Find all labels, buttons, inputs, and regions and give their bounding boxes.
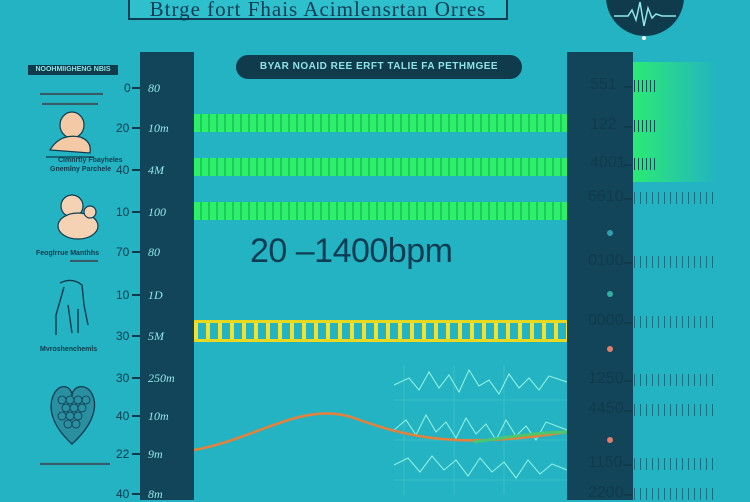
- left-label: Feoglrrue Manthhs: [36, 250, 100, 257]
- heartbeat-badge: [606, 0, 684, 36]
- left-axis-outer-label: 40: [116, 409, 130, 423]
- left-axis-inner-label: 10m: [148, 121, 169, 135]
- baby-icon: [46, 111, 94, 158]
- left-axis-inner-label: 1D: [148, 288, 163, 302]
- left-axis-outer-label: 22: [116, 447, 130, 461]
- right-value-label: 1250: [588, 370, 624, 387]
- right-value-tick: [624, 380, 632, 382]
- right-value-tick: [624, 126, 632, 128]
- left-axis-inner-label: 250m: [148, 371, 175, 385]
- left-minor-label: ▬▬▬▬▬▬▬▬: [42, 100, 98, 107]
- left-axis-outer-label: 20: [116, 121, 130, 135]
- right-tick-bars: [634, 316, 714, 328]
- right-value-tick: [624, 410, 632, 412]
- subtitle-pill: BYAR NOAID REE ERFT TALIE FA PETHMGEE: [236, 55, 522, 79]
- left-axis-tick: [132, 169, 140, 171]
- marker-dot: [607, 230, 613, 236]
- right-value-tick: [624, 464, 632, 466]
- left-label: Mvroshenchemls: [40, 346, 98, 353]
- right-value-label: 4001: [590, 154, 626, 171]
- right-value-tick: [624, 262, 632, 264]
- left-axis-outer-label: 30: [116, 329, 130, 343]
- left-axis-outer-label: 30: [116, 371, 130, 385]
- right-value-label: 551: [590, 76, 617, 93]
- right-tick-bars: [634, 120, 658, 132]
- left-minor-label: ▬▬▬▬: [70, 257, 98, 264]
- right-value-label: 1150: [588, 454, 623, 471]
- green-band-3: [194, 202, 567, 220]
- right-value-label: 4450: [588, 400, 624, 417]
- right-tick-bars: [634, 158, 658, 170]
- left-axis-inner-label: 10m: [148, 409, 169, 423]
- right-value-tick: [624, 322, 632, 324]
- right-value-tick: [624, 494, 632, 496]
- right-value-label: 122: [590, 116, 617, 133]
- heartbeat-icon: [614, 1, 676, 27]
- left-axis-inner-label: 80: [148, 245, 160, 259]
- left-heading: NOOHMIIGHENG NBIS: [28, 65, 118, 75]
- badge-dot: [642, 36, 646, 40]
- title: Btrge fort Fhais Acimlensrtan Orres: [149, 0, 487, 21]
- marker-dot: [607, 346, 613, 352]
- right-tick-bars: [634, 488, 714, 500]
- heart-icon: [50, 386, 96, 445]
- right-tick-bars: [634, 404, 714, 416]
- right-tick-bars: [634, 374, 714, 386]
- right-value-tick: [624, 86, 632, 88]
- right-tick-bars: [634, 80, 658, 92]
- left-axis-outer-label: 70: [116, 245, 130, 259]
- left-axis-outer-label: 0: [124, 81, 131, 95]
- left-axis-inner-label: 80: [148, 81, 160, 95]
- left-axis-tick: [132, 493, 140, 495]
- right-value-tick: [624, 198, 632, 200]
- left-axis-tick: [132, 335, 140, 337]
- marker-dot: [607, 437, 613, 443]
- right-scale-column: [567, 52, 633, 500]
- right-value-tick: [624, 164, 632, 166]
- left-axis-tick: [132, 294, 140, 296]
- title-box: Btrge fort Fhais Acimlensrtan Orres: [128, 0, 508, 21]
- left-axis-outer-label: 10: [116, 288, 130, 302]
- left-axis-tick: [132, 127, 140, 129]
- infant-icon: [57, 194, 99, 240]
- left-scale-column: [140, 52, 194, 500]
- waveform-graphic: [194, 365, 567, 495]
- left-axis-inner-label: 5M: [148, 329, 164, 343]
- left-axis-tick: [132, 87, 140, 89]
- child-icon: [55, 279, 89, 335]
- right-tick-bars: [634, 192, 714, 204]
- left-axis-tick: [132, 251, 140, 253]
- left-axis-outer-label: 40: [116, 163, 130, 177]
- right-tick-bars: [634, 256, 714, 268]
- left-axis-tick: [132, 415, 140, 417]
- right-value-label: 6610: [588, 188, 624, 205]
- left-minor-label: ▬▬▬▬▬▬▬▬▬: [40, 90, 103, 97]
- bpm-range-label: 20 –1400bpm: [250, 232, 453, 270]
- left-axis-tick: [132, 377, 140, 379]
- left-axis-inner-label: 4M: [148, 163, 164, 177]
- left-axis-inner-label: 9m: [148, 447, 163, 461]
- left-label: Clmnrtly Fbayheles: [58, 157, 123, 164]
- green-band-1: [194, 114, 567, 132]
- left-axis-outer-label: 40: [116, 487, 130, 501]
- marker-dot: [607, 291, 613, 297]
- left-axis-inner-label: 100: [148, 205, 166, 219]
- right-value-label: 0100: [588, 252, 624, 269]
- left-minor-label: ▬▬▬▬▬▬▬▬▬▬: [40, 460, 110, 467]
- left-axis-tick: [132, 453, 140, 455]
- left-label: Gnemlny Parchele: [50, 166, 112, 173]
- right-value-label: 0000: [588, 312, 624, 329]
- right-value-label: 2200: [588, 484, 624, 501]
- left-axis-outer-label: 10: [116, 205, 130, 219]
- green-band-2: [194, 158, 567, 176]
- left-axis-tick: [132, 211, 140, 213]
- left-axis-inner-label: 8m: [148, 487, 163, 501]
- yellow-band: [194, 320, 567, 342]
- right-tick-bars: [634, 458, 714, 470]
